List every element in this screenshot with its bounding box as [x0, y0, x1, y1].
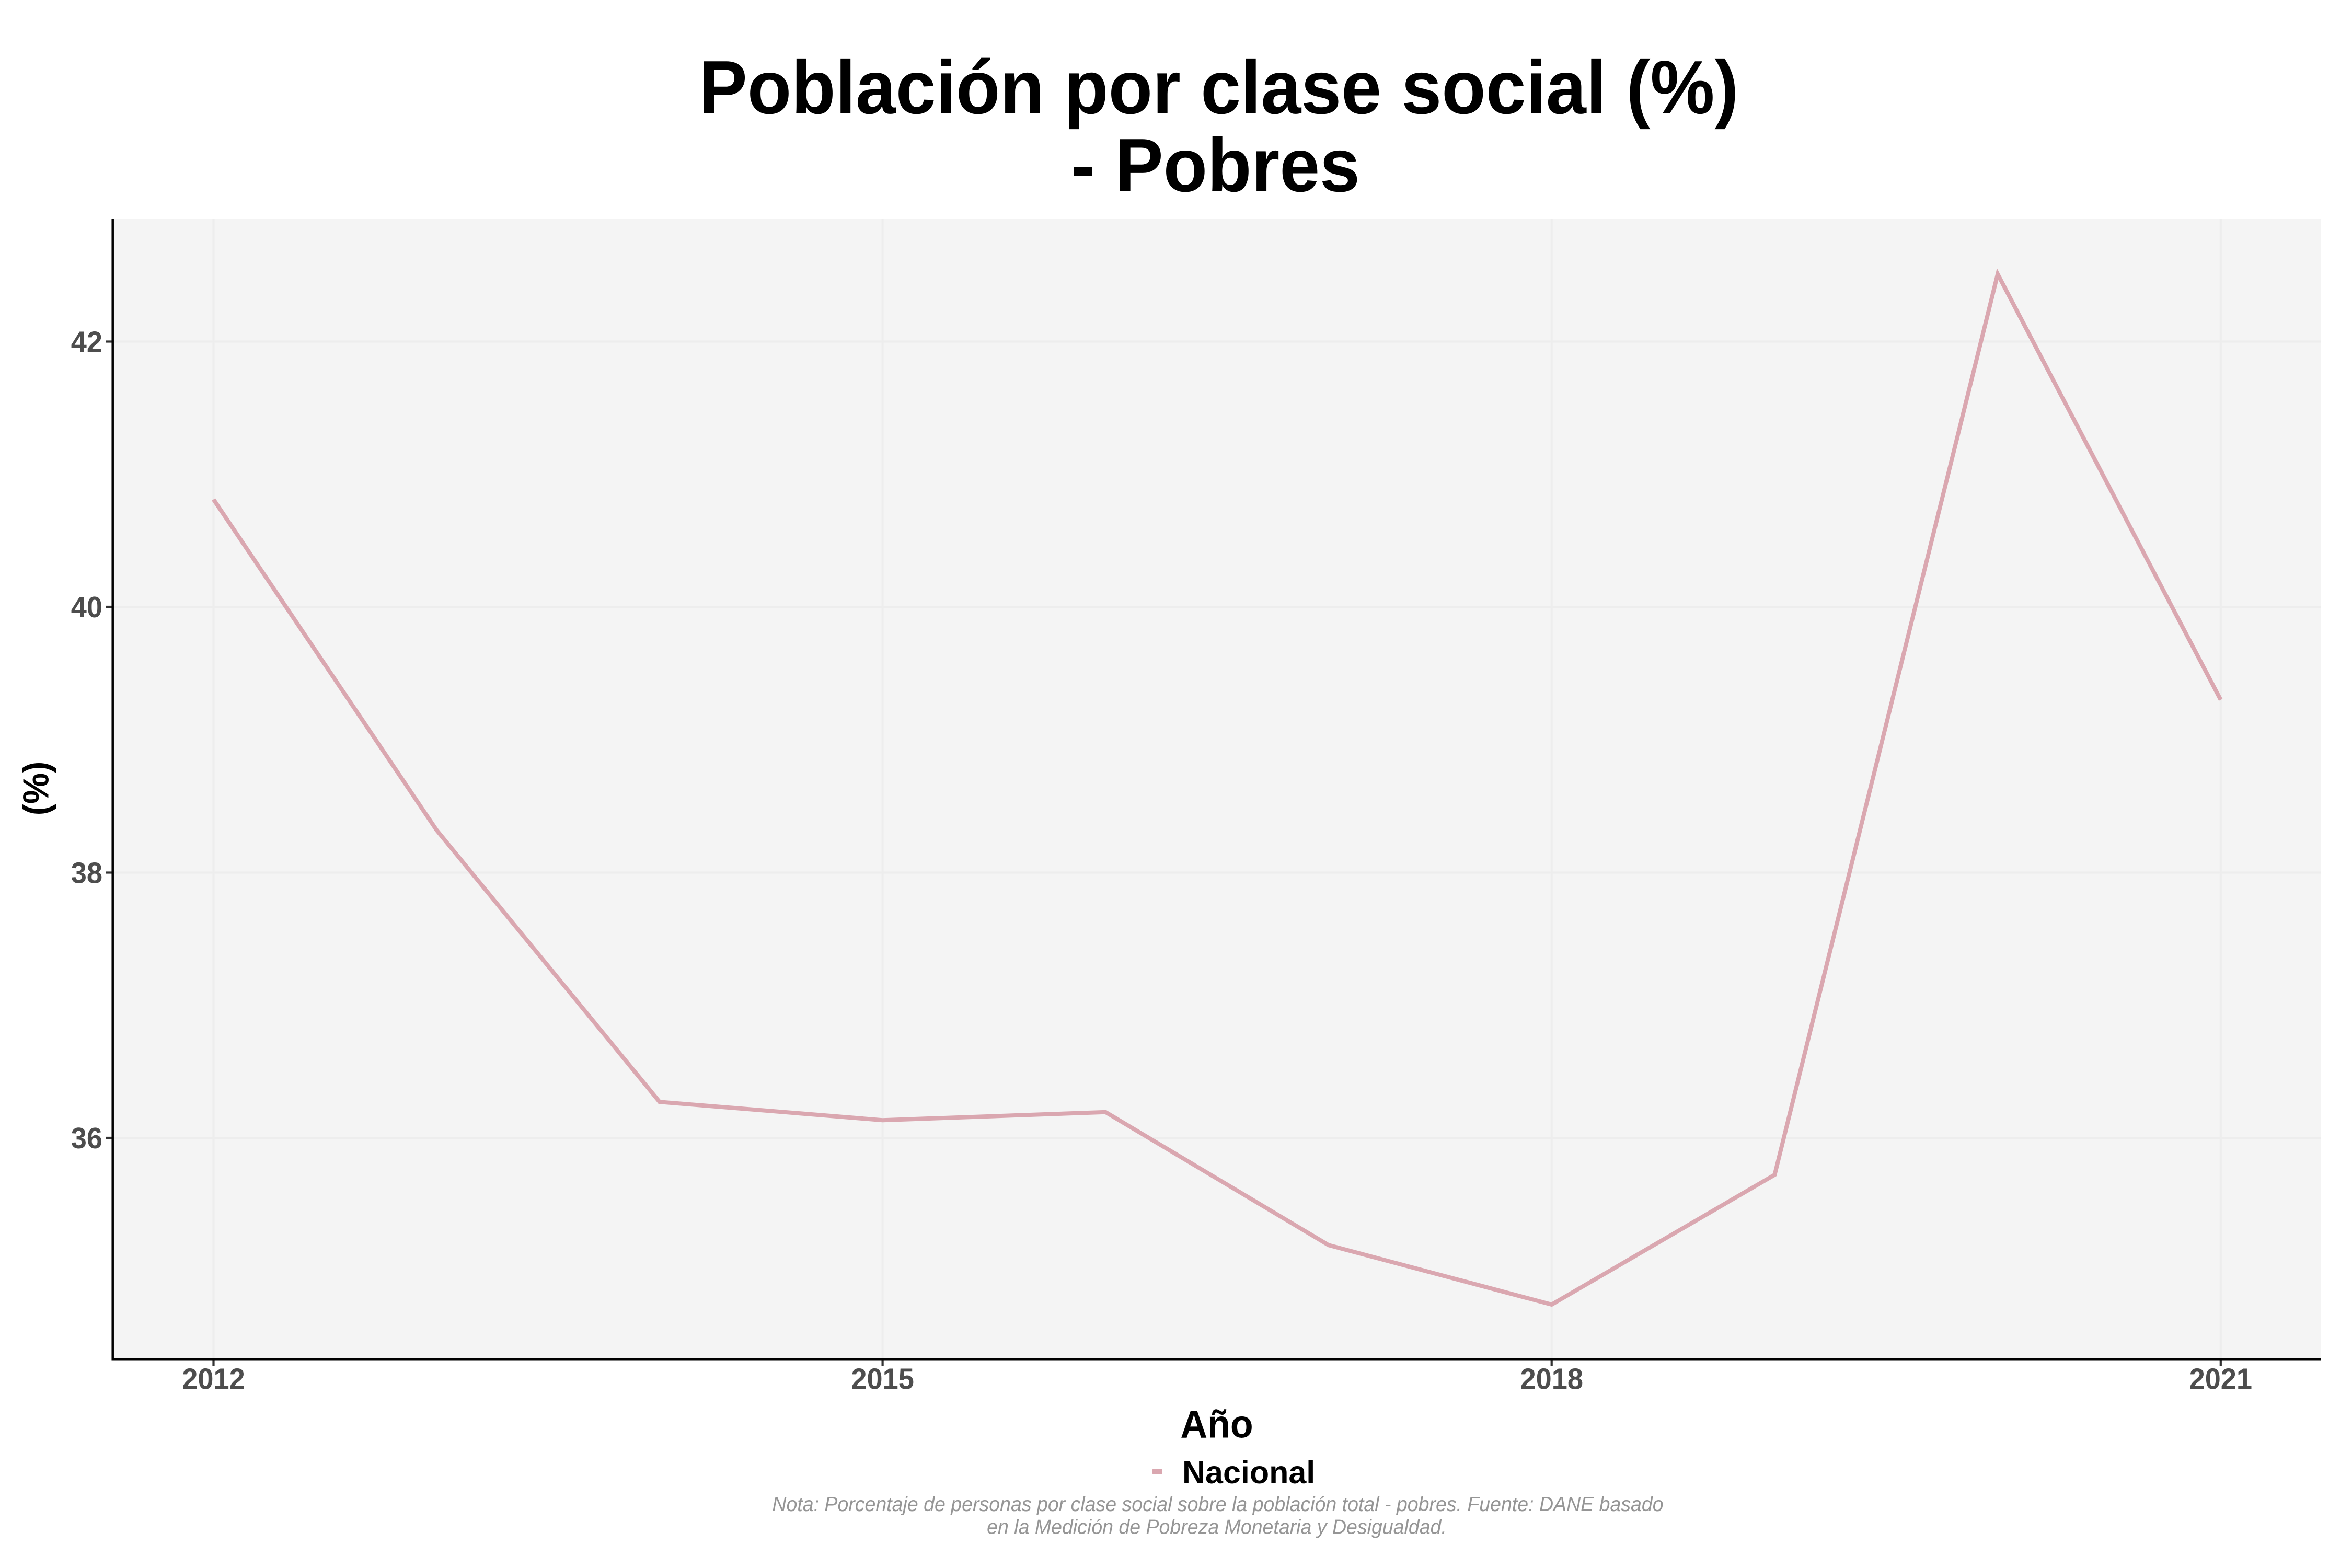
svg-text:2021: 2021	[2189, 1362, 2252, 1396]
svg-text:Población por clase social (%): Población por clase social (%)	[699, 45, 1739, 130]
svg-text:Nacional: Nacional	[1182, 1455, 1315, 1490]
svg-text:2018: 2018	[1520, 1362, 1583, 1396]
svg-text:40: 40	[71, 591, 102, 624]
svg-text:2012: 2012	[182, 1362, 245, 1396]
svg-text:2015: 2015	[851, 1362, 914, 1396]
svg-text:42: 42	[71, 325, 102, 359]
svg-text:(%): (%)	[16, 762, 56, 815]
svg-text:36: 36	[71, 1122, 102, 1155]
svg-text:Año: Año	[1180, 1402, 1253, 1446]
svg-text:- Pobres: - Pobres	[1071, 123, 1360, 208]
svg-text:en la Medición de Pobreza Mone: en la Medición de Pobreza Monetaria y De…	[987, 1516, 1447, 1539]
svg-text:38: 38	[71, 856, 102, 890]
svg-text:Nota: Porcentaje de personas p: Nota: Porcentaje de personas por clase s…	[772, 1493, 1663, 1516]
